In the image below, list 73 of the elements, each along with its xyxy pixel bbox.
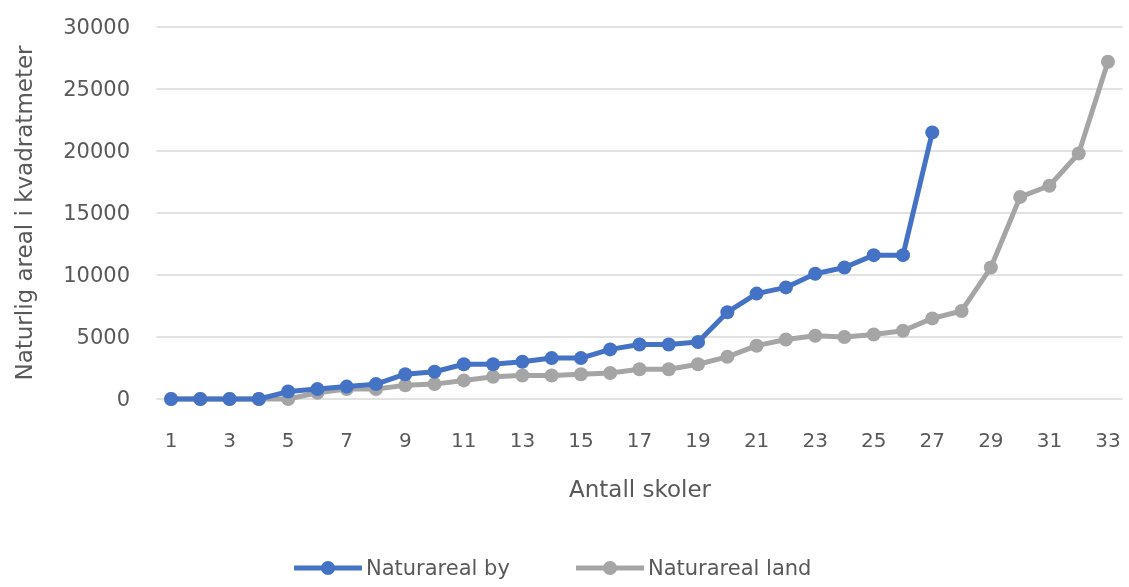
x-tick-label: 3 [223,428,236,452]
y-tick-label: 30000 [63,15,130,40]
y-tick-label: 5000 [76,325,130,350]
point [486,357,501,372]
x-axis-title: Antall skoler [568,476,712,502]
x-tick-label: 27 [919,428,946,452]
legend-label: Naturareal land [648,556,812,581]
point [866,248,881,263]
point [749,286,764,301]
point [456,357,471,372]
point [573,367,588,382]
point [954,303,969,318]
y-tick-label: 0 [116,387,130,412]
point [544,368,559,383]
x-tick-label: 15 [568,428,594,452]
point [1071,146,1086,161]
y-tick-label: 25000 [63,77,130,102]
point [661,337,676,352]
point [837,330,852,344]
point [456,373,471,388]
y-tick-label: 20000 [63,139,130,164]
point [808,328,823,343]
point [837,260,852,275]
x-tick-label: 31 [1036,428,1063,452]
point [544,351,559,366]
point [1100,54,1115,69]
x-tick-label: 29 [978,428,1004,452]
point [808,266,823,281]
point [925,311,940,326]
point [661,362,676,377]
point [1013,189,1028,204]
point [778,280,793,295]
x-tick-label: 17 [626,428,653,452]
point [603,365,618,380]
point [778,332,793,347]
point [896,323,911,338]
x-tick-label: 19 [685,428,711,452]
point [603,342,618,357]
x-tick-label: 13 [509,428,536,452]
x-tick-label: 23 [802,428,828,452]
x-tick-label: 9 [398,428,412,452]
y-tick-label: 15000 [63,201,130,226]
point [486,369,501,384]
point [427,377,442,392]
x-tick-label: 11 [451,428,477,452]
point [368,377,383,392]
x-tick-label: 25 [861,428,887,452]
x-tick-label: 1 [164,428,178,452]
x-tick-label: 21 [743,428,770,452]
x-tick-label: 5 [281,428,295,452]
x-tick-label: 33 [1095,428,1121,452]
x-tick-label: 7 [340,428,354,452]
point [691,334,706,349]
point [896,248,911,263]
point [925,125,940,140]
y-tick-label: 10000 [63,263,130,288]
point [515,354,530,369]
point [749,338,764,353]
point [573,351,588,366]
point [515,368,530,383]
point [281,384,296,399]
point [427,364,442,379]
point [632,362,647,377]
point [866,327,881,342]
point [720,349,735,364]
point [691,357,706,372]
y-axis-title: Naturlig areal i kvadratmeter [11,44,37,381]
point [398,367,413,382]
point [1042,178,1057,193]
legend-label: Naturareal by [366,556,510,581]
point [720,305,735,320]
point [983,260,998,275]
point [632,337,647,352]
